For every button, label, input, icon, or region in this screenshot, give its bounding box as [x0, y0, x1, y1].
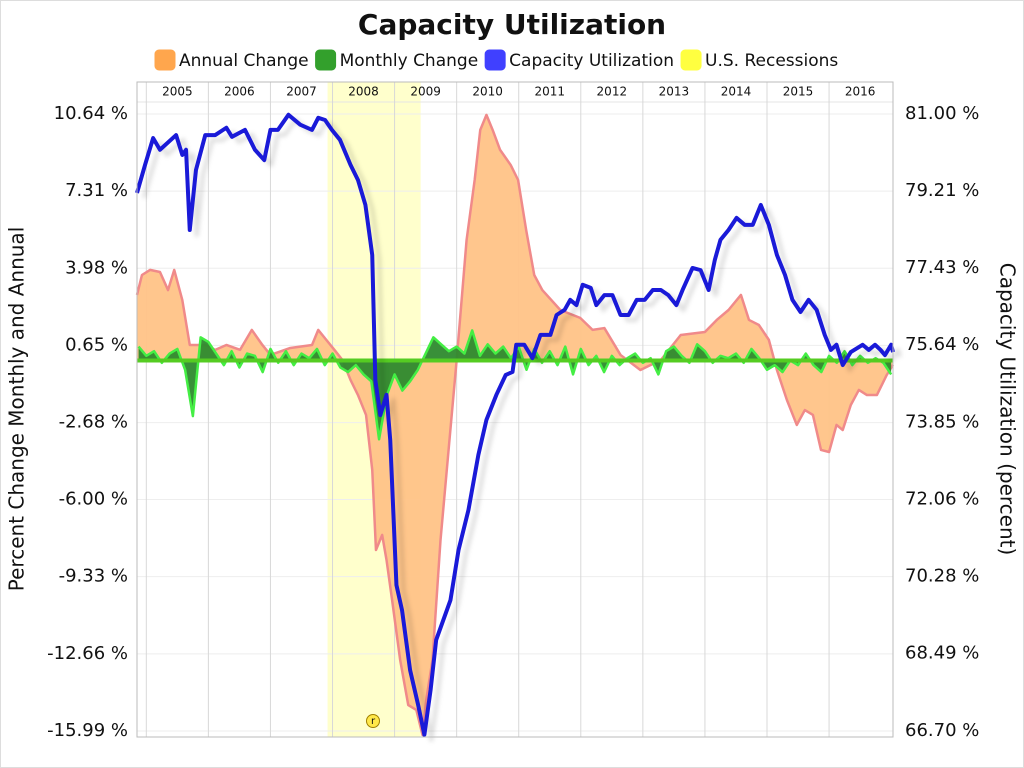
x-tick-label: 2008 — [348, 85, 379, 99]
legend-swatch — [154, 49, 176, 71]
y2-tick-label: 73.85 % — [905, 411, 979, 432]
x-tick-label: 2013 — [659, 85, 690, 99]
x-tick-label: 2015 — [783, 85, 814, 99]
legend-label: Monthly Change — [340, 51, 479, 71]
legend-label: Annual Change — [179, 51, 309, 71]
y-tick-label: -6.00 % — [59, 489, 128, 510]
area-fill — [137, 114, 893, 735]
y2-tick-label: 68.49 % — [905, 643, 979, 664]
y-tick-label: 10.64 % — [54, 103, 128, 124]
area-fill — [138, 330, 892, 440]
y-axis-title: Percent Change Monthly and Annual — [5, 227, 29, 591]
y-tick-label: -9.33 % — [59, 566, 128, 587]
chart-title: Capacity Utilization — [358, 8, 666, 41]
capacity-line — [135, 112, 895, 737]
y-tick-label: -2.68 % — [59, 412, 128, 433]
x-tick-label: 2011 — [534, 85, 565, 99]
y2-tick-label: 81.00 % — [905, 103, 979, 124]
x-tick-label: 2010 — [472, 85, 503, 99]
legend-label: U.S. Recessions — [705, 51, 838, 71]
x-tick-label: 2007 — [286, 85, 317, 99]
x-tick-label: 2009 — [410, 85, 441, 99]
y-tick-label: -12.66 % — [47, 643, 128, 664]
area-outline — [135, 113, 895, 737]
y2-tick-label: 72.06 % — [905, 489, 979, 510]
plot-border — [136, 81, 894, 738]
x-tick-label: 2016 — [845, 85, 876, 99]
y-tick-label: -15.99 % — [47, 720, 128, 741]
y2-tick-label: 70.28 % — [905, 565, 979, 586]
x-tick-label: 2014 — [721, 85, 752, 99]
y2-tick-label: 75.64 % — [905, 334, 979, 355]
y2-tick-label: 66.70 % — [905, 720, 979, 741]
y-tick-label: 7.31 % — [65, 180, 128, 201]
x-tick-label: 2005 — [162, 85, 193, 99]
x-tick-label: 2006 — [224, 85, 255, 99]
y2-tick-label: 79.21 % — [905, 180, 979, 201]
legend-swatch — [484, 49, 506, 71]
y2-tick-label: 77.43 % — [905, 257, 979, 278]
legend-label: Capacity Utilization — [509, 51, 674, 71]
y-tick-label: 3.98 % — [65, 257, 128, 278]
legend-swatch — [315, 49, 337, 71]
legend-swatch — [680, 49, 702, 71]
y-tick-label: 0.65 % — [65, 334, 128, 355]
x-tick-label: 2012 — [597, 85, 628, 99]
y2-axis-title: Capacity Utilization (percent) — [996, 263, 1020, 556]
annotation-marker — [366, 714, 380, 728]
annotation-text: r — [371, 716, 376, 727]
